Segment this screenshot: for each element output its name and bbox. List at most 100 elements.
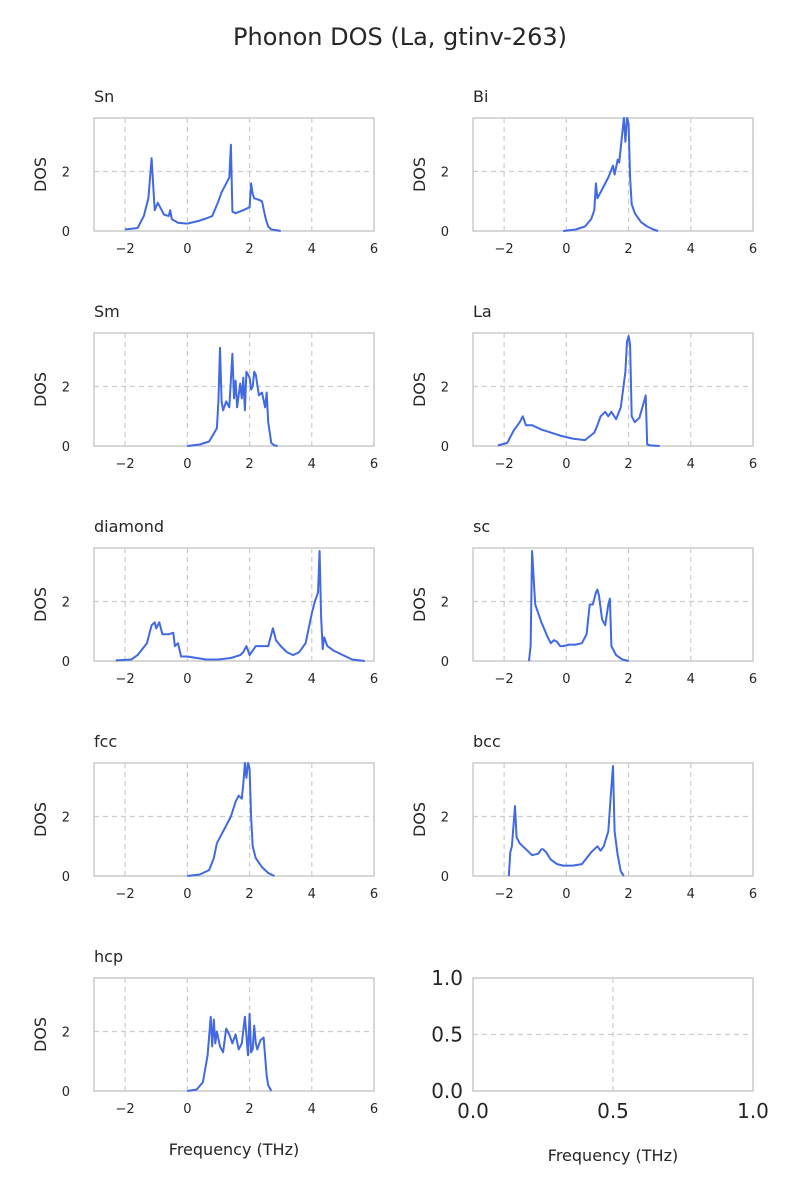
y-axis-label: DOS xyxy=(410,372,429,407)
y-axis-label: DOS xyxy=(410,157,429,192)
y-tick-label: 0 xyxy=(441,870,449,885)
panel-Sm: −2 0 2 4 6 0 2 Sm DOS xyxy=(31,302,378,472)
y-tick-label: 2 xyxy=(62,596,70,611)
x-tick-label: 6 xyxy=(370,1102,378,1117)
x-tick-label: 0 xyxy=(183,887,191,902)
dos-line xyxy=(187,346,278,447)
x-tick-label: 2 xyxy=(245,457,253,472)
axes-frame xyxy=(472,547,754,662)
y-tick-label: 0 xyxy=(441,225,449,240)
panel-Sn: −2 0 2 4 6 0 2 Sn DOS xyxy=(31,87,378,257)
y-tick-label: 0 xyxy=(62,1085,70,1100)
dos-line xyxy=(507,765,625,877)
x-tick-label: 0 xyxy=(183,672,191,687)
panel-title: diamond xyxy=(94,517,164,536)
x-tick-label: 1.0 xyxy=(737,1099,769,1123)
dos-line xyxy=(187,762,275,877)
panel-title: hcp xyxy=(94,947,123,966)
x-tick-label: −2 xyxy=(116,457,135,472)
x-tick-label: 4 xyxy=(308,887,316,902)
y-tick-label: 0 xyxy=(62,655,70,670)
x-tick-label: −2 xyxy=(116,887,135,902)
x-tick-label: 0.5 xyxy=(597,1099,629,1123)
x-tick-label: 6 xyxy=(749,672,757,687)
y-axis-label: DOS xyxy=(31,1017,50,1052)
x-tick-label: 0 xyxy=(183,242,191,257)
y-axis-label: DOS xyxy=(410,802,429,837)
x-axis-label: Frequency (THz) xyxy=(548,1146,678,1165)
panel-title: Sm xyxy=(94,302,120,321)
dos-line xyxy=(528,550,629,662)
x-tick-label: 4 xyxy=(687,672,695,687)
axes-frame xyxy=(472,977,754,1092)
y-tick-label: 2 xyxy=(62,166,70,181)
x-tick-label: 2 xyxy=(245,242,253,257)
panel-hcp: −2 0 2 4 6 0 2 hcp DOS Frequency (THz) xyxy=(31,947,378,1159)
y-tick-label: 0 xyxy=(62,225,70,240)
y-tick-label: 2 xyxy=(441,166,449,181)
y-tick-label: 2 xyxy=(62,381,70,396)
y-tick-label: 0 xyxy=(62,870,70,885)
x-tick-label: −2 xyxy=(116,672,135,687)
panel-title: Bi xyxy=(473,87,488,106)
y-tick-label: 0 xyxy=(441,440,449,455)
x-tick-label: 6 xyxy=(370,887,378,902)
y-axis-label: DOS xyxy=(31,802,50,837)
dos-line xyxy=(115,550,365,662)
x-tick-label: −2 xyxy=(116,242,135,257)
y-tick-label: 2 xyxy=(441,381,449,396)
x-tick-label: 0 xyxy=(562,887,570,902)
panel-sc: −2 0 2 4 6 0 2 sc DOS xyxy=(410,517,757,687)
y-tick-label: 0.5 xyxy=(431,1023,463,1047)
x-tick-label: 4 xyxy=(308,242,316,257)
y-tick-label: 0 xyxy=(441,655,449,670)
y-tick-label: 2 xyxy=(62,1026,70,1041)
y-axis-label: DOS xyxy=(31,587,50,622)
panel-title: fcc xyxy=(94,732,117,751)
dos-line xyxy=(187,1012,273,1092)
x-tick-label: −2 xyxy=(495,672,514,687)
x-tick-label: 0 xyxy=(562,242,570,257)
x-tick-label: 4 xyxy=(308,1102,316,1117)
x-tick-label: 6 xyxy=(749,457,757,472)
panel-title: bcc xyxy=(473,732,501,751)
axes-frame xyxy=(93,332,375,447)
x-tick-label: 0.0 xyxy=(457,1099,489,1123)
x-tick-label: 4 xyxy=(687,242,695,257)
dos-line xyxy=(124,143,281,232)
x-tick-label: 2 xyxy=(624,457,632,472)
x-tick-label: 2 xyxy=(624,242,632,257)
x-tick-label: 0 xyxy=(183,457,191,472)
y-tick-label: 2 xyxy=(441,596,449,611)
x-tick-label: 0 xyxy=(562,457,570,472)
x-tick-label: 4 xyxy=(308,672,316,687)
figure-title: Phonon DOS (La, gtinv-263) xyxy=(233,23,567,51)
panel-diamond: −2 0 2 4 6 0 2 diamond DOS xyxy=(31,517,378,687)
x-tick-label: 0 xyxy=(562,672,570,687)
y-tick-label: 2 xyxy=(441,811,449,826)
axes-frame xyxy=(472,762,754,877)
axes-frame xyxy=(93,117,375,232)
panel-title: Sn xyxy=(94,87,114,106)
x-tick-label: 2 xyxy=(245,672,253,687)
x-tick-label: 4 xyxy=(687,457,695,472)
panel-empty: 0.0 0.5 1.0 0.0 0.5 1.0 Frequency (THz) xyxy=(431,966,769,1165)
x-tick-label: −2 xyxy=(495,887,514,902)
x-axis-label: Frequency (THz) xyxy=(169,1140,299,1159)
y-axis-label: DOS xyxy=(31,157,50,192)
y-tick-label: 1.0 xyxy=(431,966,463,990)
x-tick-label: 2 xyxy=(624,887,632,902)
y-tick-label: 2 xyxy=(62,811,70,826)
panel-La: −2 0 2 4 6 0 2 La DOS xyxy=(410,302,757,472)
x-tick-label: 6 xyxy=(370,672,378,687)
axes-frame xyxy=(93,762,375,877)
x-tick-label: 2 xyxy=(624,672,632,687)
y-axis-label: DOS xyxy=(410,587,429,622)
x-tick-label: 2 xyxy=(245,1102,253,1117)
panel-title: sc xyxy=(473,517,490,536)
x-tick-label: 6 xyxy=(749,242,757,257)
axes-frame xyxy=(93,547,375,662)
panel-bcc: −2 0 2 4 6 0 2 bcc DOS xyxy=(410,732,757,902)
